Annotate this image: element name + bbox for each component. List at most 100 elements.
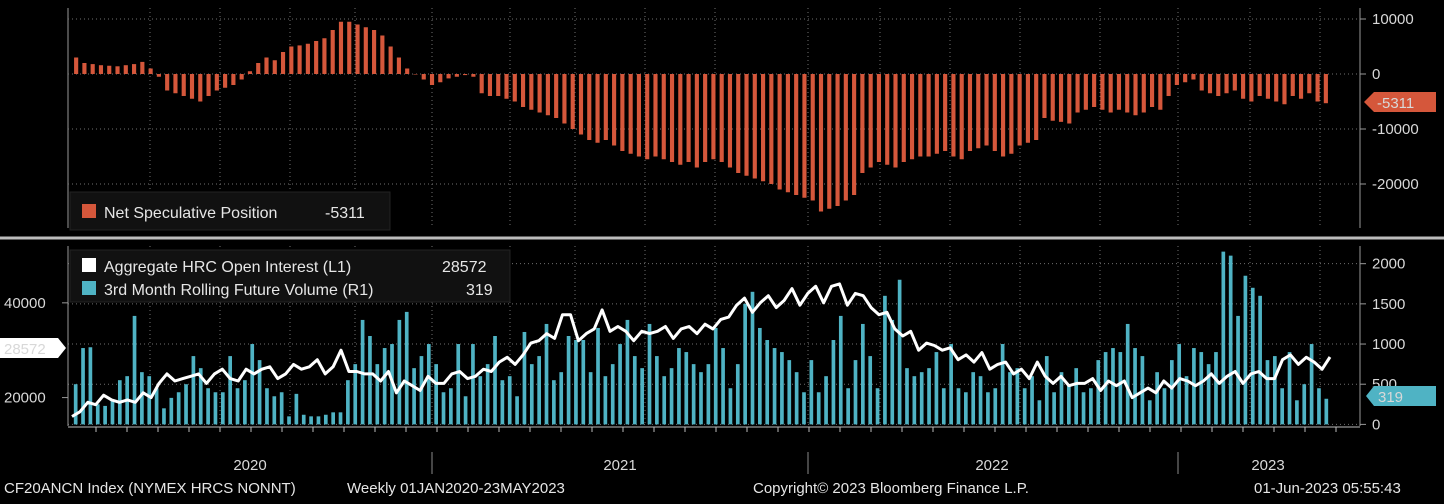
net-position-bar <box>487 74 493 96</box>
volume-bar <box>581 340 586 425</box>
volume-bar <box>1074 368 1079 425</box>
net-position-bar <box>1042 74 1047 118</box>
volume-bar <box>537 356 541 425</box>
volume-bar <box>971 372 976 425</box>
net-position-bar <box>132 64 137 74</box>
net-position-bar <box>239 74 244 80</box>
net-position-bar <box>943 74 948 151</box>
volume-bar <box>1022 388 1027 425</box>
net-position-bar <box>1265 74 1270 99</box>
volume-bar <box>721 348 725 425</box>
volume-bar <box>1066 384 1071 425</box>
volume-bar <box>787 360 792 425</box>
volume-bar <box>1169 360 1174 425</box>
net-position-last-value: -5311 <box>1377 95 1414 112</box>
volume-bar <box>1206 364 1211 425</box>
volume-bar <box>456 344 461 425</box>
net-position-legend-value: -5311 <box>325 205 365 222</box>
volume-bar <box>750 291 755 425</box>
volume-bar <box>1280 388 1285 425</box>
net-position-bar <box>1050 74 1055 121</box>
net-position-bar <box>1241 74 1246 99</box>
volume-bar <box>1155 372 1159 425</box>
volume-bar <box>603 376 608 425</box>
volume-bar <box>449 388 453 425</box>
volume-bar <box>897 279 902 425</box>
volume-bar <box>235 388 240 425</box>
net-position-bar <box>545 74 550 116</box>
volume-bar <box>250 344 255 425</box>
open-interest-legend-label: Aggregate HRC Open Interest (L1) <box>104 259 351 276</box>
net-position-bar <box>1125 74 1130 113</box>
volume-bar <box>500 380 505 425</box>
net-position-bar <box>1141 74 1146 113</box>
volume-legend-value: 319 <box>466 282 493 299</box>
net-position-bar <box>612 74 617 146</box>
volume-bar <box>713 327 718 425</box>
volume-bar <box>1221 251 1226 425</box>
volume-bar <box>1324 398 1329 425</box>
net-position-bar <box>1199 74 1204 91</box>
volume-bar <box>890 319 895 425</box>
footer-copyright: Copyright© 2023 Bloomberg Finance L.P. <box>753 480 1029 497</box>
net-position-bar <box>305 43 310 74</box>
net-position-bar <box>719 74 724 162</box>
volume-bar <box>346 380 350 425</box>
net-position-bar <box>421 74 426 80</box>
net-position-bar <box>496 74 501 96</box>
net-position-bar <box>893 74 898 168</box>
net-position-bar <box>347 21 352 74</box>
net-position-bar <box>686 74 691 162</box>
net-position-bar <box>951 74 956 157</box>
net-position-bar <box>1001 74 1006 157</box>
volume-bar <box>331 412 336 425</box>
net-position-bar <box>1191 74 1196 80</box>
net-position-legend-box: Net Speculative Position -5311 <box>69 191 391 231</box>
net-position-bar <box>1183 74 1188 83</box>
net-position-bar <box>1075 74 1080 113</box>
top-axis-tick-label: 10000 <box>1372 11 1414 28</box>
volume-bar <box>794 372 799 425</box>
right-axis-tick-label: 1000 <box>1372 336 1405 353</box>
open-interest-legend-value: 28572 <box>442 259 487 276</box>
volume-bar <box>765 340 770 425</box>
net-position-bar <box>388 46 393 74</box>
volume-bar <box>1243 275 1248 425</box>
volume-bar <box>1272 356 1277 425</box>
volume-bar <box>287 416 291 425</box>
footer-range: Weekly 01JAN2020-23MAY2023 <box>347 480 565 497</box>
net-position-bar <box>140 61 145 74</box>
volume-bar <box>198 368 203 425</box>
net-position-bar <box>678 74 683 165</box>
volume-bar <box>699 372 703 425</box>
right-axis-tick-label: 1500 <box>1372 296 1405 313</box>
net-position-bar <box>984 74 989 146</box>
net-position-bar <box>189 74 195 99</box>
volume-bar <box>309 416 313 425</box>
net-position-bar <box>810 74 815 201</box>
volume-bar <box>441 392 446 425</box>
net-position-bar <box>1174 74 1179 85</box>
net-position-bar <box>1058 74 1064 122</box>
volume-bar <box>1265 360 1270 425</box>
volume-bar <box>691 364 696 425</box>
volume-bar <box>301 414 306 425</box>
open-interest-legend-swatch <box>82 258 96 272</box>
volume-bar <box>831 340 836 425</box>
net-position-bar <box>537 74 542 113</box>
net-position-legend-swatch <box>82 204 96 218</box>
net-position-bar <box>529 74 534 110</box>
net-position-bar <box>694 74 699 168</box>
open-interest-last-value-tag: 28572 <box>0 338 66 358</box>
volume-bar <box>522 331 527 425</box>
net-position-bar <box>446 74 451 79</box>
net-position-bar <box>1257 74 1262 96</box>
volume-bar <box>1059 372 1064 425</box>
volume-bar <box>677 348 681 425</box>
open-interest-line <box>71 282 1332 418</box>
net-position-bar <box>1017 74 1022 146</box>
volume-bar <box>1008 372 1012 425</box>
volume-bar <box>529 364 534 425</box>
net-position-bar <box>752 74 757 179</box>
net-position-bar <box>463 74 468 76</box>
